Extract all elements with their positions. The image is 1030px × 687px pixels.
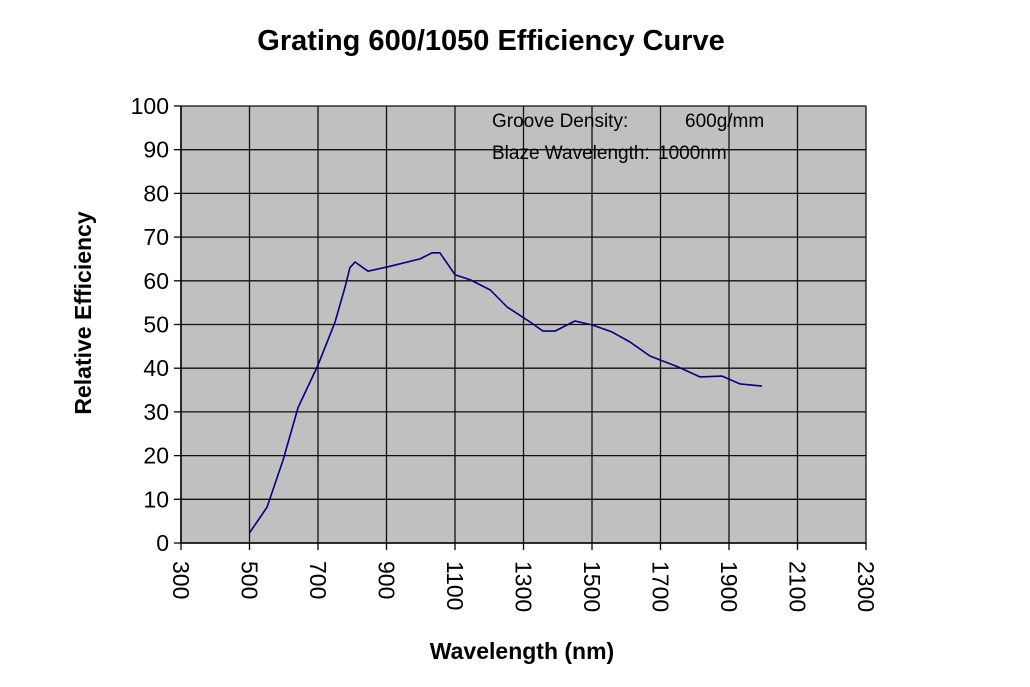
x-tick-label: 900 <box>374 561 400 599</box>
y-tick-label: 100 <box>131 93 169 119</box>
y-tick-label: 40 <box>143 355 169 381</box>
x-tick-label: 300 <box>168 561 194 599</box>
x-tick-label: 1700 <box>648 561 674 612</box>
y-tick-label: 30 <box>143 399 169 425</box>
annotation-label: Groove Density: <box>492 111 628 132</box>
y-axis-label: Relative Efficiency <box>70 211 96 414</box>
y-tick-label: 90 <box>143 137 169 163</box>
y-tick-label: 80 <box>143 180 169 206</box>
annotation-value: 600g/mm <box>685 111 764 132</box>
annotation-value: 1000nm <box>658 143 727 164</box>
y-tick-label: 0 <box>156 530 169 556</box>
x-tick-label: 1100 <box>442 561 468 610</box>
x-tick-label: 2100 <box>785 561 811 612</box>
x-tick-label: 1500 <box>579 561 605 612</box>
y-tick-label: 50 <box>143 312 169 338</box>
tick-labels: 0 10 20 30 40 50 60 70 80 90 100 300 500 700 900 1100 13… <box>131 93 879 612</box>
x-tick-label: 2300 <box>853 561 879 612</box>
y-tick-label: 70 <box>143 224 169 250</box>
chart-title: Grating 600/1050 Efficiency Curve <box>257 25 724 57</box>
x-tick-label: 1300 <box>511 561 537 612</box>
series-line-efficiency <box>248 252 762 534</box>
y-tick-label: 10 <box>143 486 169 512</box>
annotations: Groove Density: 600g/mm Blaze Wavelength: 1… <box>492 111 764 164</box>
x-tick-label: 700 <box>305 561 331 599</box>
x-axis-label: Wavelength (nm) <box>430 638 614 664</box>
x-tick-label: 1900 <box>716 561 742 612</box>
y-tick-label: 20 <box>143 443 169 469</box>
axes <box>174 105 867 550</box>
annotation-label: Blaze Wavelength: <box>492 143 650 164</box>
x-tick-label: 500 <box>237 561 263 599</box>
y-tick-label: 60 <box>143 268 169 294</box>
